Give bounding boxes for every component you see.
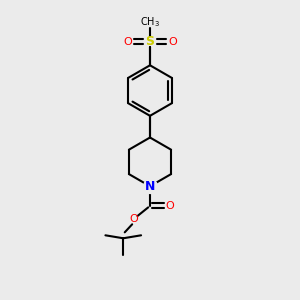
Text: O: O [123,37,132,46]
Text: S: S [146,35,154,48]
Text: O: O [165,201,174,211]
Text: O: O [168,37,177,46]
Text: N: N [145,180,155,193]
Text: CH$_3$: CH$_3$ [140,15,160,29]
Text: O: O [129,214,138,224]
